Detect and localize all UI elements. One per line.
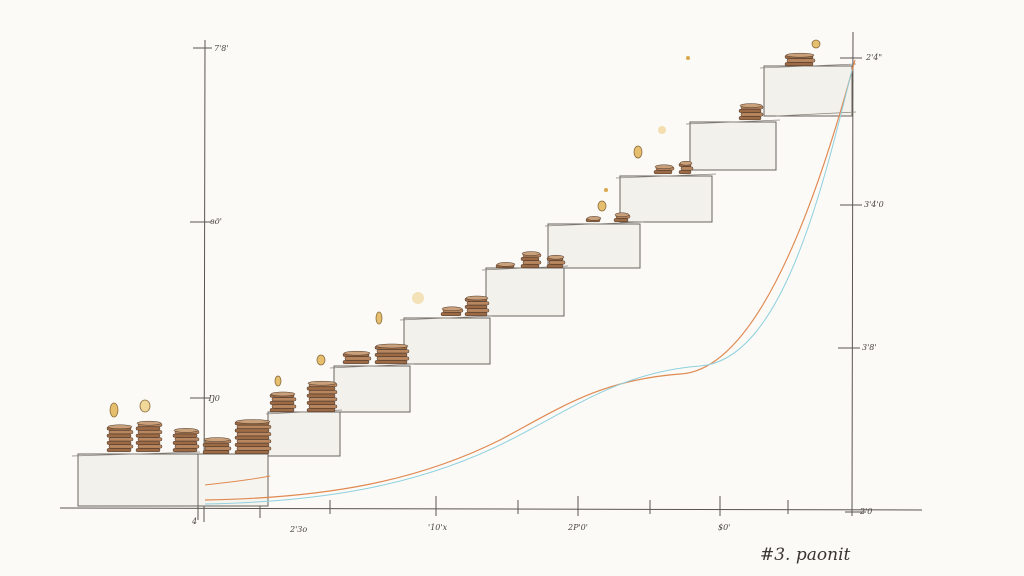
- step-block: [333, 365, 411, 413]
- staircase: [77, 65, 853, 507]
- gold-coin-icon: [139, 399, 151, 413]
- coin-stack-icon: [520, 251, 542, 269]
- coin-stack-icon: [495, 262, 516, 269]
- step-block: [485, 267, 565, 317]
- coin-stack-icon: [546, 254, 566, 269]
- artist-signature: #3. paonit: [760, 545, 851, 565]
- coin-stack-icon: [784, 52, 816, 67]
- bottom-tick-label-0: 4: [191, 517, 197, 526]
- gold-coin-icon: [274, 375, 282, 387]
- coin-stack-icon: [585, 216, 602, 223]
- step-block: [403, 317, 491, 365]
- blue-growth-curve: [204, 69, 853, 505]
- sparkle-icon: [412, 292, 424, 304]
- coin-stack-icon: [234, 419, 272, 455]
- sparkle-icon: [686, 56, 690, 60]
- coin-stack-icon: [172, 428, 200, 453]
- coin-stack-icon: [653, 164, 675, 175]
- gold-coins: [109, 39, 821, 418]
- right-tick-label-2: 3'8': [862, 343, 877, 352]
- sparkle-icon: [604, 188, 608, 192]
- right-tick-label-1: 3'4'0: [864, 200, 884, 209]
- coin-stack-icon: [613, 212, 631, 223]
- left-tick-label-1: вд': [210, 217, 222, 226]
- coin-stacks: [106, 52, 816, 455]
- step-block: [763, 65, 853, 117]
- coin-stack-icon: [440, 306, 464, 317]
- coin-stack-icon: [678, 160, 694, 175]
- right-tick-label-0: 2'4": [865, 53, 882, 62]
- sparkle-icon: [658, 126, 666, 134]
- bottom-tick-label-1: 2'3o: [289, 525, 307, 534]
- gold-coin-icon: [597, 200, 607, 212]
- left-tick-label-0: 7'8': [214, 44, 229, 53]
- coin-stack-icon: [135, 420, 163, 453]
- step-block: [77, 453, 199, 507]
- coin-stack-icon: [342, 350, 372, 365]
- gold-coin-icon: [633, 145, 643, 159]
- coin-stack-icon: [306, 380, 338, 413]
- coin-stack-icon: [374, 343, 410, 365]
- gold-coin-icon: [811, 39, 821, 49]
- right-tick-label-3: 2'0: [859, 507, 872, 516]
- bottom-tick-label-3: 2P'0': [567, 523, 588, 532]
- orange-growth-curve: [204, 59, 856, 501]
- left-tick-label-2: Ŋ0: [208, 394, 220, 403]
- coin-stack-icon: [202, 437, 232, 455]
- step-block: [689, 121, 777, 171]
- gold-coin-icon: [375, 311, 383, 325]
- step-block: [197, 453, 269, 507]
- coin-stack-icon: [106, 424, 134, 453]
- bottom-tick-label-2: '10'х: [428, 523, 448, 532]
- coin-stack-icon: [464, 295, 490, 317]
- bottom-tick-label-4: $0': [718, 523, 730, 532]
- gold-coin-icon: [316, 354, 326, 366]
- left-axis: [203, 39, 206, 523]
- bottom-axis: [59, 507, 923, 511]
- coin-stack-icon: [738, 103, 764, 121]
- coin-stack-icon: [269, 391, 297, 413]
- step-block: [267, 411, 341, 457]
- axes: [59, 31, 923, 523]
- gold-coin-icon: [109, 402, 119, 418]
- step-block: [619, 175, 713, 223]
- right-axis: [851, 31, 854, 517]
